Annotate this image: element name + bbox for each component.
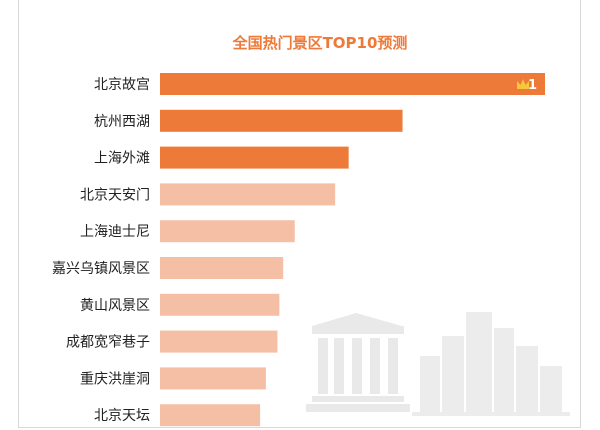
rank-label: 1 — [528, 78, 537, 93]
category-label-2: 杭州西湖 — [94, 114, 150, 130]
bar-10 — [160, 404, 261, 427]
city-skyline-illustration — [412, 312, 570, 416]
bar-5 — [160, 220, 295, 243]
category-label-6: 嘉兴乌镇风景区 — [52, 261, 150, 277]
category-label-4: 北京天安门 — [80, 187, 150, 203]
bars-group: 北京故宫 1 杭州西湖上海外滩北京天安门上海迪士尼嘉兴乌镇风景区黄山风景区成都宽窄巷… — [52, 73, 545, 427]
chart-title: 全国热门景区TOP10预测 — [232, 34, 408, 52]
bar-1 — [160, 73, 545, 95]
bar-6 — [160, 257, 284, 279]
category-label-8: 成都宽窄巷子 — [66, 334, 150, 351]
bar-8 — [160, 330, 278, 353]
category-label-1: 北京故宫 — [94, 77, 150, 93]
bar-9 — [160, 367, 266, 390]
bar-2 — [160, 109, 403, 132]
crown-icon — [517, 79, 529, 89]
chart-frame — [18, 0, 581, 428]
category-label-9: 重庆洪崖洞 — [80, 371, 150, 387]
category-label-5: 上海迪士尼 — [80, 224, 150, 240]
classical-building-illustration — [306, 313, 410, 412]
category-label-3: 上海外滩 — [94, 151, 150, 167]
bar-4 — [160, 183, 336, 206]
bar-7 — [160, 293, 280, 316]
category-label-7: 黄山风景区 — [80, 297, 150, 314]
bar-3 — [160, 146, 349, 169]
category-label-10: 北京天坛 — [94, 408, 150, 424]
